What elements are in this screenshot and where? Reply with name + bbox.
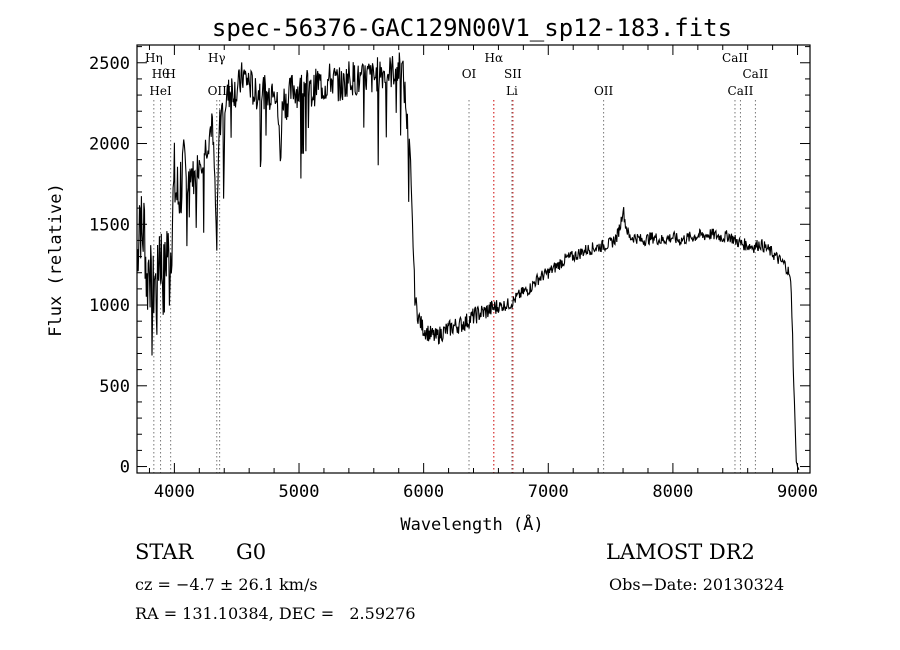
x-tick-label: 5000	[279, 482, 320, 502]
object-subclass: G0	[236, 540, 267, 564]
x-tick-label: 9000	[777, 482, 818, 502]
line-marker-label: CaII	[728, 84, 754, 98]
line-marker-label: Hθ	[152, 67, 170, 81]
line-marker-label: OII	[594, 84, 614, 98]
line-marker-label: OI	[462, 67, 477, 81]
x-axis-ticks: 4000 5000 6000 7000 8000 9000	[148, 45, 818, 502]
observation-date: Obs−Date: 20130324	[609, 575, 785, 594]
y-tick-label: 2500	[89, 54, 130, 74]
y-tick-label: 500	[99, 377, 130, 397]
line-marker-label: H	[165, 67, 175, 81]
line-marker-label: Hη	[145, 51, 163, 65]
line-marker-label: SII	[504, 67, 522, 81]
x-tick-label: 7000	[528, 482, 569, 502]
line-marker-label: HeI	[149, 84, 172, 98]
object-class: STAR	[135, 540, 194, 564]
y-tick-label: 1500	[89, 215, 130, 235]
x-tick-label: 6000	[403, 482, 444, 502]
x-axis-label: Wavelength (Å)	[400, 513, 543, 535]
y-axis-ticks: 0 500 1000 1500 2000 2500	[89, 46, 810, 478]
y-tick-label: 1000	[89, 296, 130, 316]
line-marker-label: Hγ	[208, 51, 226, 65]
x-tick-label: 8000	[652, 482, 693, 502]
plot-frame	[136, 44, 811, 474]
survey-name: LAMOST DR2	[606, 540, 755, 564]
line-marker-label: Hα	[485, 51, 504, 65]
chart-title: spec-56376-GAC129N00V1_sp12-183.fits	[212, 14, 732, 42]
y-axis-label: Flux (relative)	[46, 183, 66, 337]
line-markers	[153, 100, 756, 473]
y-tick-label: 0	[120, 458, 130, 478]
line-marker-label: OIII	[208, 84, 232, 98]
spectrum-line	[136, 52, 800, 471]
x-tick-label: 4000	[154, 482, 195, 502]
line-marker-label: CaII	[742, 67, 768, 81]
redshift-value: cz = −4.7 ± 26.1 km/s	[135, 575, 318, 594]
line-marker-label: CaII	[722, 51, 748, 65]
coordinates: RA = 131.10384, DEC = 2.59276	[135, 604, 416, 623]
y-tick-label: 2000	[89, 135, 130, 155]
line-marker-label: Li	[506, 84, 518, 98]
